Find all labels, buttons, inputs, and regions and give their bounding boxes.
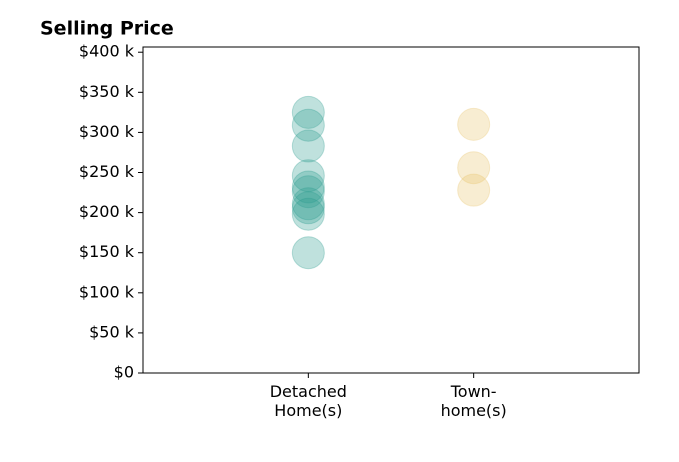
x-tick-label-line: Town- <box>450 382 497 401</box>
point <box>457 173 491 207</box>
x-tick-label: Detached Home(s) <box>270 382 347 420</box>
x-tick-label: Town-home(s) <box>441 382 507 420</box>
point <box>457 151 491 185</box>
point <box>291 175 325 209</box>
y-tick-label: $200 k <box>79 202 135 221</box>
y-tick-label: $300 k <box>79 122 135 141</box>
chart-title: Selling Price <box>40 18 174 40</box>
y-tick-label: $350 k <box>79 82 135 101</box>
y-tick-label: $50 k <box>89 322 135 341</box>
point <box>291 170 325 204</box>
y-tick-label: $0 <box>114 363 134 382</box>
point <box>291 95 325 129</box>
y-tick-label: $150 k <box>79 242 135 261</box>
point <box>291 159 325 193</box>
x-tick-label-line: home(s) <box>441 401 507 420</box>
y-tick-label: $250 k <box>79 162 135 181</box>
y-tick-label: $400 k <box>79 42 135 61</box>
y-tick-label: $100 k <box>79 282 135 301</box>
plot-frame <box>142 46 640 374</box>
point <box>291 197 325 231</box>
x-tick-label-line: Home(s) <box>274 401 342 420</box>
point <box>291 129 325 163</box>
point <box>457 107 491 141</box>
point <box>291 191 325 225</box>
point <box>291 236 325 270</box>
x-tick-label-line: Detached <box>270 382 347 401</box>
point <box>291 187 325 221</box>
point <box>291 108 325 142</box>
